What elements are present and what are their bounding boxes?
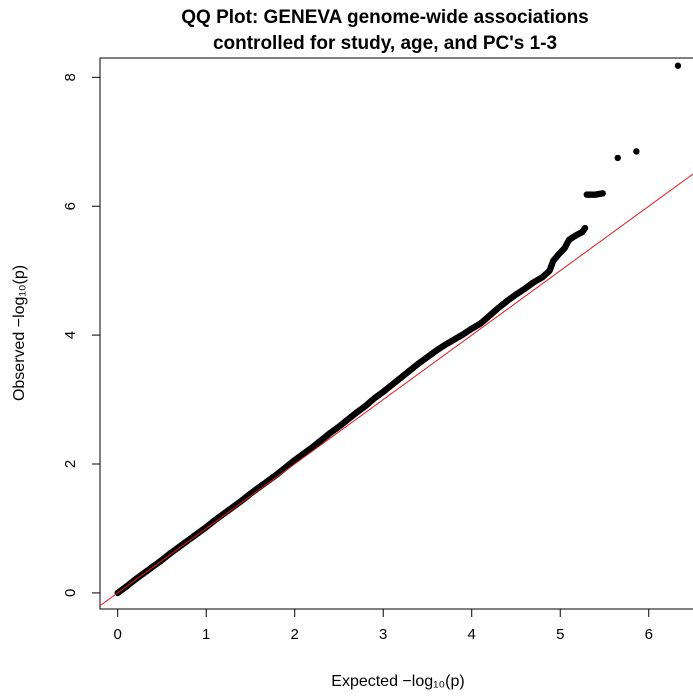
data-point <box>561 244 568 252</box>
x-tick-label: 2 <box>291 626 299 643</box>
data-point <box>291 456 298 464</box>
data-point <box>282 464 290 471</box>
data-point <box>512 291 520 298</box>
data-point <box>380 388 387 396</box>
chart-title-line-2: controlled for study, age, and PC's 1-3 <box>213 33 557 54</box>
x-axis: 0 1 2 3 4 5 6 <box>114 609 653 643</box>
x-tick-label: 5 <box>556 626 564 643</box>
data-point <box>572 232 580 239</box>
x-tick-label: 1 <box>202 626 210 643</box>
data-point <box>433 347 440 354</box>
data-point <box>309 444 316 451</box>
data-point <box>565 236 573 243</box>
y-tick-label: 6 <box>62 202 79 210</box>
data-point <box>353 409 360 416</box>
data-point <box>176 543 183 550</box>
data-point <box>406 367 413 374</box>
x-tick-label: 6 <box>645 626 653 643</box>
data-point <box>441 341 449 348</box>
data-point <box>459 331 467 338</box>
data-point <box>546 267 553 274</box>
data-point <box>450 336 458 343</box>
data-point <box>424 353 431 361</box>
data-point <box>503 297 511 305</box>
y-axis: 0 2 4 6 8 <box>62 73 100 597</box>
data-point <box>581 224 589 232</box>
data-point <box>326 429 334 437</box>
y-tick-label: 8 <box>62 73 79 81</box>
data-point <box>203 523 210 531</box>
data-point <box>555 251 562 258</box>
data-point <box>397 374 405 381</box>
x-tick-label: 0 <box>114 626 122 643</box>
data-point <box>521 285 529 292</box>
data-point <box>468 325 475 332</box>
data-points <box>114 62 682 597</box>
data-point <box>344 416 352 423</box>
data-point <box>495 304 502 312</box>
data-point <box>614 154 621 162</box>
data-point <box>167 549 175 557</box>
data-point <box>674 62 682 69</box>
y-tick-label: 4 <box>62 331 79 339</box>
data-point <box>238 497 245 504</box>
y-tick-label: 2 <box>62 460 79 468</box>
data-point <box>486 312 493 319</box>
data-point <box>362 402 369 410</box>
reference-line <box>100 173 693 607</box>
y-axis-label: Observed −log₁₀(p) <box>11 265 28 401</box>
data-point <box>371 395 378 402</box>
data-point <box>229 503 236 511</box>
data-point <box>185 536 192 544</box>
data-point <box>592 191 599 198</box>
data-point <box>530 279 537 286</box>
y-tick-label: 0 <box>62 589 79 597</box>
data-point <box>318 436 325 444</box>
data-point <box>599 190 606 197</box>
data-point <box>539 273 546 281</box>
x-tick-label: 3 <box>379 626 387 643</box>
data-point <box>388 381 396 388</box>
data-point <box>549 257 557 265</box>
plot-frame <box>99 57 693 610</box>
chart-title-line-1: QQ Plot: GENEVA genome-wide associations <box>181 7 589 28</box>
data-point <box>220 510 228 517</box>
data-point <box>194 530 201 537</box>
data-point <box>633 148 640 155</box>
data-point <box>335 423 343 430</box>
x-tick-label: 4 <box>468 626 476 643</box>
data-point <box>583 191 590 198</box>
x-axis-label: Expected −log₁₀(p) <box>331 673 464 690</box>
data-point <box>477 320 484 327</box>
data-point <box>300 450 307 457</box>
data-point <box>211 516 219 524</box>
data-point <box>415 360 422 367</box>
